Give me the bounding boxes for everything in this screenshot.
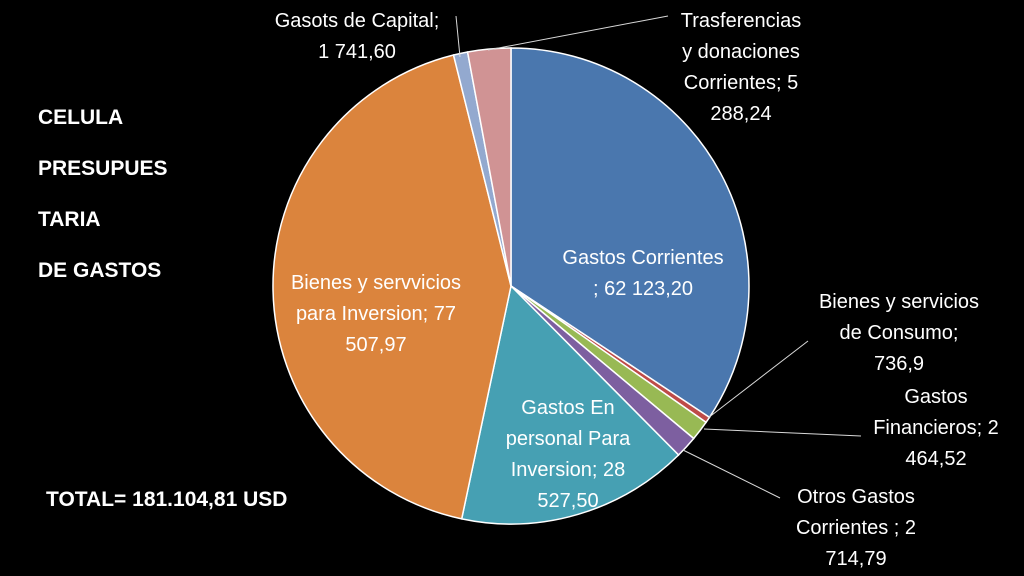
slice-label-line: Financieros; 2 — [873, 417, 999, 439]
leader-line-6 — [455, 15, 461, 58]
slice-label-3: Otros Gastos Corrientes ; 2 714,79 — [796, 486, 916, 570]
slice-label-line: Gastos En — [521, 397, 614, 419]
slice-label-5: Bienes y servvicios para Inversion; 77 507… — [291, 272, 461, 356]
chart-title-line-3: TARIA — [38, 208, 101, 231]
slice-label-line: Bienes y servicios — [819, 291, 979, 313]
slice-label-line: Gastos Corrientes — [562, 247, 723, 269]
slice-label-line: Corrientes; 5 — [684, 72, 799, 94]
slice-label-line: Otros Gastos — [797, 486, 915, 508]
slice-label-line: 1 741,60 — [318, 41, 396, 63]
slice-label-line: de Consumo; — [840, 322, 959, 344]
slice-label-line: Gasots de Capital; — [275, 10, 440, 32]
pie-slice-5 — [272, 54, 512, 520]
slice-label-line: 507,97 — [345, 334, 406, 356]
leader-line-2 — [703, 428, 862, 437]
chart-title-line-2: PRESUPUES — [38, 157, 168, 180]
pie-slice-4 — [460, 284, 680, 525]
slice-label-line: Gastos — [904, 386, 967, 408]
slice-label-line: 714,79 — [825, 548, 886, 570]
slice-label-line: para Inversion; 77 — [296, 303, 456, 325]
leader-line-3 — [682, 449, 781, 499]
slice-label-line: Inversion; 28 — [511, 459, 626, 481]
slice-label-line: 464,52 — [905, 448, 966, 470]
slice-label-7: Trasferencias y donaciones Corrientes; 5 28… — [681, 10, 801, 125]
slice-label-6: Gasots de Capital; 1 741,60 — [275, 10, 440, 63]
chart-title-line-4: DE GASTOS — [38, 259, 162, 282]
leader-line-7 — [487, 15, 669, 51]
slice-label-line: 288,24 — [710, 103, 771, 125]
total-label: TOTAL= 181.104,81 USD — [46, 488, 288, 511]
slice-label-line: Trasferencias — [681, 10, 801, 32]
slice-label-line: ; 62 123,20 — [593, 278, 693, 300]
slice-label-4: Gastos En personal Para Inversion; 28 527,5… — [506, 397, 631, 512]
slice-label-line: y donaciones — [682, 41, 800, 63]
slice-label-line: personal Para — [506, 428, 631, 450]
slice-label-0: Gastos Corrientes ; 62 123,20 — [562, 247, 723, 300]
slice-label-line: Corrientes ; 2 — [796, 517, 916, 539]
slice-label-line: Bienes y servvicios — [291, 272, 461, 294]
chart-title-line-1: CELULA — [38, 106, 124, 129]
slice-label-line: 527,50 — [537, 490, 598, 512]
slice-label-line: 736,9 — [874, 353, 924, 375]
pie-slice-7 — [466, 47, 512, 287]
slice-label-2: Gastos Financieros; 2 464,52 — [873, 386, 999, 470]
leader-line-1 — [707, 340, 809, 419]
slice-label-1: Bienes y servicios de Consumo; 736,9 — [819, 291, 979, 375]
